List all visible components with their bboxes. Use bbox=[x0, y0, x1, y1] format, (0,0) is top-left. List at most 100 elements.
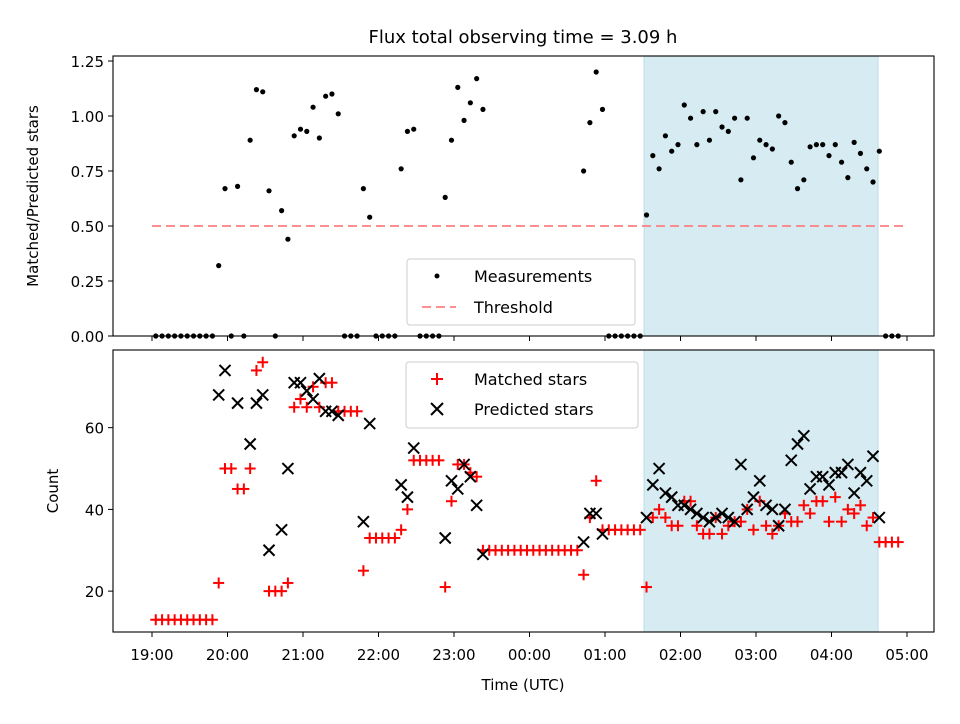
bottom-legend: Matched stars Predicted stars bbox=[405, 361, 639, 429]
predicted-star-point bbox=[646, 478, 660, 492]
top-panel: 0.00 0.25 0.50 0.75 1.00 1.25 Matched/Predict… bbox=[24, 53, 935, 346]
legend-measurements-label: Measurements bbox=[474, 267, 592, 286]
measurement-point bbox=[266, 188, 272, 194]
measurement-point bbox=[291, 133, 297, 139]
measurement-point bbox=[725, 128, 731, 134]
predicted-star-point bbox=[803, 482, 817, 496]
legend-matched-label: Matched stars bbox=[474, 370, 587, 389]
predicted-star-point bbox=[464, 470, 477, 483]
matched-star-point bbox=[798, 499, 810, 511]
matched-star-point bbox=[747, 524, 759, 536]
bottom-panel: 20 40 60 19:00 20:00 21:00 22:00 23:00 00:00 01:… bbox=[44, 349, 935, 694]
measurement-point bbox=[713, 109, 719, 115]
predicted-star-point bbox=[476, 548, 490, 561]
figure-title: Flux total observing time = 3.09 h bbox=[369, 27, 678, 48]
predicted-star-point bbox=[407, 441, 420, 455]
matched-star-point bbox=[823, 516, 835, 528]
matched-star-point bbox=[445, 495, 457, 507]
measurement-point bbox=[656, 166, 662, 172]
predicted-star-point bbox=[325, 405, 339, 418]
predicted-star-point bbox=[860, 474, 873, 487]
matched-star-point bbox=[685, 495, 697, 507]
matched-star-point bbox=[301, 401, 313, 413]
x-tick-label: 00:00 bbox=[508, 646, 551, 664]
measurement-point bbox=[461, 117, 467, 123]
predicted-star-point bbox=[847, 486, 861, 500]
measurement-point bbox=[675, 142, 681, 148]
measurement-point bbox=[776, 113, 782, 119]
bottom-y-tick-label: 20 bbox=[85, 583, 104, 601]
x-tick-label: 04:00 bbox=[810, 646, 853, 664]
predicted-star-point bbox=[652, 462, 666, 475]
measurement-point bbox=[826, 153, 832, 159]
predicted-star-point bbox=[256, 388, 269, 402]
measurement-point bbox=[480, 106, 486, 112]
measurement-point bbox=[813, 142, 820, 148]
measurement-point bbox=[801, 177, 807, 183]
matched-star-point bbox=[307, 381, 319, 393]
matched-star-point bbox=[313, 401, 325, 413]
predicted-star-point bbox=[640, 511, 653, 524]
measurement-point bbox=[738, 177, 744, 183]
matched-star-point bbox=[659, 512, 671, 524]
legend-predicted-marker bbox=[430, 402, 444, 416]
predicted-star-point bbox=[753, 474, 766, 487]
matched-star-point bbox=[244, 463, 256, 475]
measurement-point bbox=[669, 148, 675, 154]
predicted-star-point bbox=[785, 454, 798, 467]
measurement-point bbox=[329, 91, 335, 97]
predicted-star-point bbox=[363, 417, 376, 430]
measurement-point bbox=[323, 93, 329, 99]
measurement-point bbox=[662, 133, 669, 139]
predicted-star-point bbox=[766, 503, 779, 516]
measurement-point bbox=[732, 115, 738, 121]
predicted-star-point bbox=[854, 466, 867, 479]
predicted-star-point bbox=[281, 462, 295, 475]
measurement-point bbox=[285, 236, 291, 242]
predicted-stars-points bbox=[212, 364, 886, 561]
top-legend: Measurements Threshold bbox=[406, 258, 636, 326]
predicted-star-point bbox=[841, 458, 855, 471]
predicted-star-point bbox=[445, 474, 458, 487]
predicted-star-point bbox=[835, 466, 848, 479]
predicted-star-point bbox=[300, 384, 313, 398]
measurement-point bbox=[411, 126, 417, 132]
measurement-point bbox=[832, 142, 838, 148]
matched-star-point bbox=[804, 507, 816, 519]
matched-star-point bbox=[861, 520, 873, 532]
measurement-point bbox=[857, 150, 864, 156]
matched-star-point bbox=[571, 544, 583, 556]
bottom-highlight-span bbox=[643, 349, 879, 633]
predicted-star-point bbox=[394, 478, 408, 492]
x-tick-label: 02:00 bbox=[659, 646, 702, 664]
measurement-point bbox=[455, 84, 461, 90]
predicted-star-point bbox=[740, 503, 754, 516]
measurement-point bbox=[750, 155, 757, 161]
measurement-point bbox=[700, 109, 706, 115]
matched-star-point bbox=[401, 503, 413, 515]
predicted-star-point bbox=[438, 531, 452, 545]
predicted-star-point bbox=[778, 503, 792, 516]
matched-star-point bbox=[282, 577, 294, 589]
predicted-star-point bbox=[589, 507, 603, 520]
matched-star-point bbox=[735, 516, 747, 528]
top-y-tick-label: 1.00 bbox=[71, 108, 104, 126]
measurement-point bbox=[744, 115, 750, 121]
matched-star-point bbox=[225, 463, 237, 475]
matched-star-point bbox=[760, 520, 772, 532]
matched-star-point bbox=[836, 516, 848, 528]
matched-star-point bbox=[578, 569, 590, 581]
predicted-star-point bbox=[709, 511, 722, 524]
matched-star-point bbox=[351, 405, 363, 417]
x-tick-label: 03:00 bbox=[734, 646, 777, 664]
predicted-star-point bbox=[759, 499, 773, 512]
predicted-star-point bbox=[275, 523, 288, 537]
measurement-point bbox=[316, 135, 322, 141]
measurement-point bbox=[769, 146, 775, 152]
top-y-tick-label: 0.50 bbox=[71, 218, 104, 236]
matched-star-point bbox=[792, 516, 804, 528]
predicted-star-point bbox=[696, 511, 710, 524]
measurement-point bbox=[687, 115, 694, 121]
measurement-point bbox=[851, 139, 857, 145]
